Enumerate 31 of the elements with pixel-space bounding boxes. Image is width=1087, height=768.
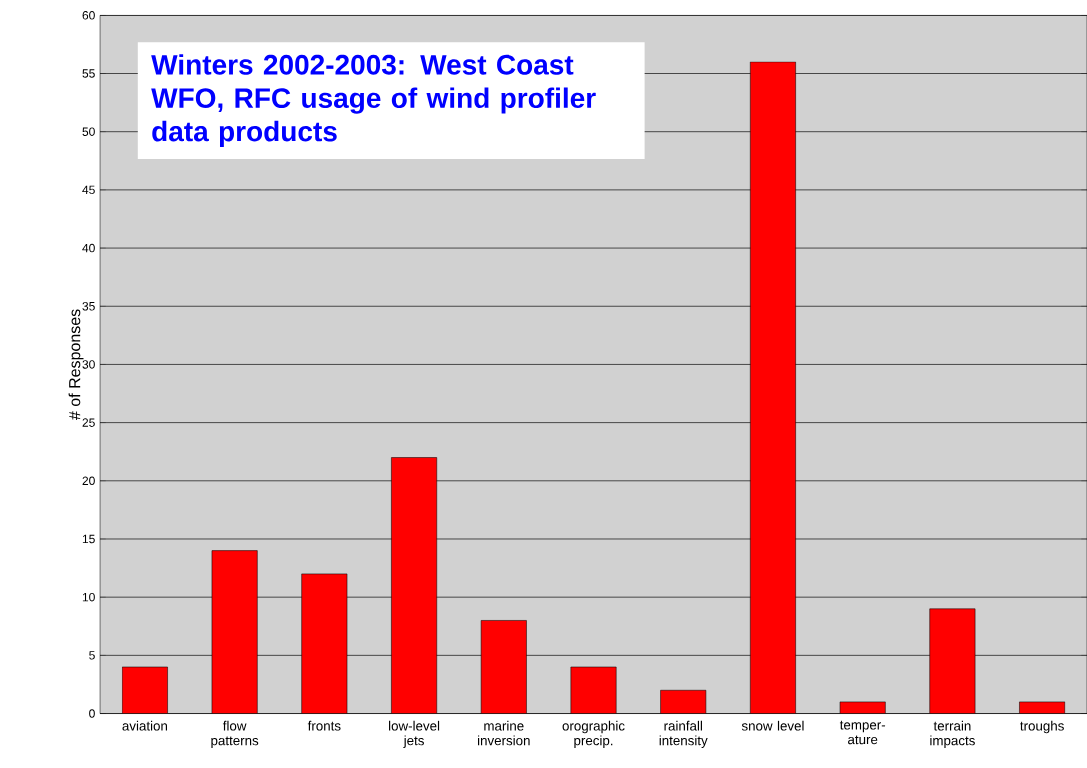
bar bbox=[839, 701, 886, 714]
y-tick-label: 55 bbox=[82, 69, 95, 78]
bar bbox=[570, 666, 617, 714]
y-tick-label: 5 bbox=[89, 651, 95, 660]
x-tick-label: fronts bbox=[307, 720, 341, 731]
x-tick-label: temper-ature bbox=[839, 720, 886, 745]
x-tick-label: marine inversion bbox=[478, 720, 530, 746]
y-tick-label: 30 bbox=[82, 360, 95, 369]
y-tick-label: 10 bbox=[82, 592, 95, 602]
y-tick-label: 15 bbox=[82, 534, 95, 544]
y-tick-label: 20 bbox=[82, 476, 95, 485]
x-tick-label: flow patterns bbox=[211, 720, 259, 748]
y-tick-label: 25 bbox=[82, 418, 95, 427]
text: Winters 2002-2003: West Coast WFO, RFC usage of wind profiler data products bbox=[151, 54, 596, 147]
y-tick-label: 0 bbox=[89, 709, 95, 718]
x-tick-label: low-level jets bbox=[389, 720, 440, 748]
bar bbox=[121, 666, 168, 714]
x-tick-label: orographic precip. bbox=[562, 720, 625, 748]
y-axis-title: # of Responses bbox=[68, 309, 84, 420]
y-tick-label: 45 bbox=[82, 185, 95, 194]
y-tick-label: 50 bbox=[82, 127, 95, 136]
x-tick-label: terrain impacts bbox=[930, 720, 975, 748]
bar bbox=[660, 689, 707, 714]
y-tick-label: 35 bbox=[82, 301, 95, 311]
y-tick-label: 40 bbox=[82, 243, 95, 253]
y-tick-label: 60 bbox=[82, 10, 95, 20]
x-tick-label: rainfall intensity bbox=[659, 720, 708, 748]
bar bbox=[1019, 701, 1066, 714]
x-tick-label: snow level bbox=[741, 720, 804, 731]
x-tick-label: aviation bbox=[122, 720, 168, 731]
x-tick-label: troughs bbox=[1020, 720, 1064, 734]
